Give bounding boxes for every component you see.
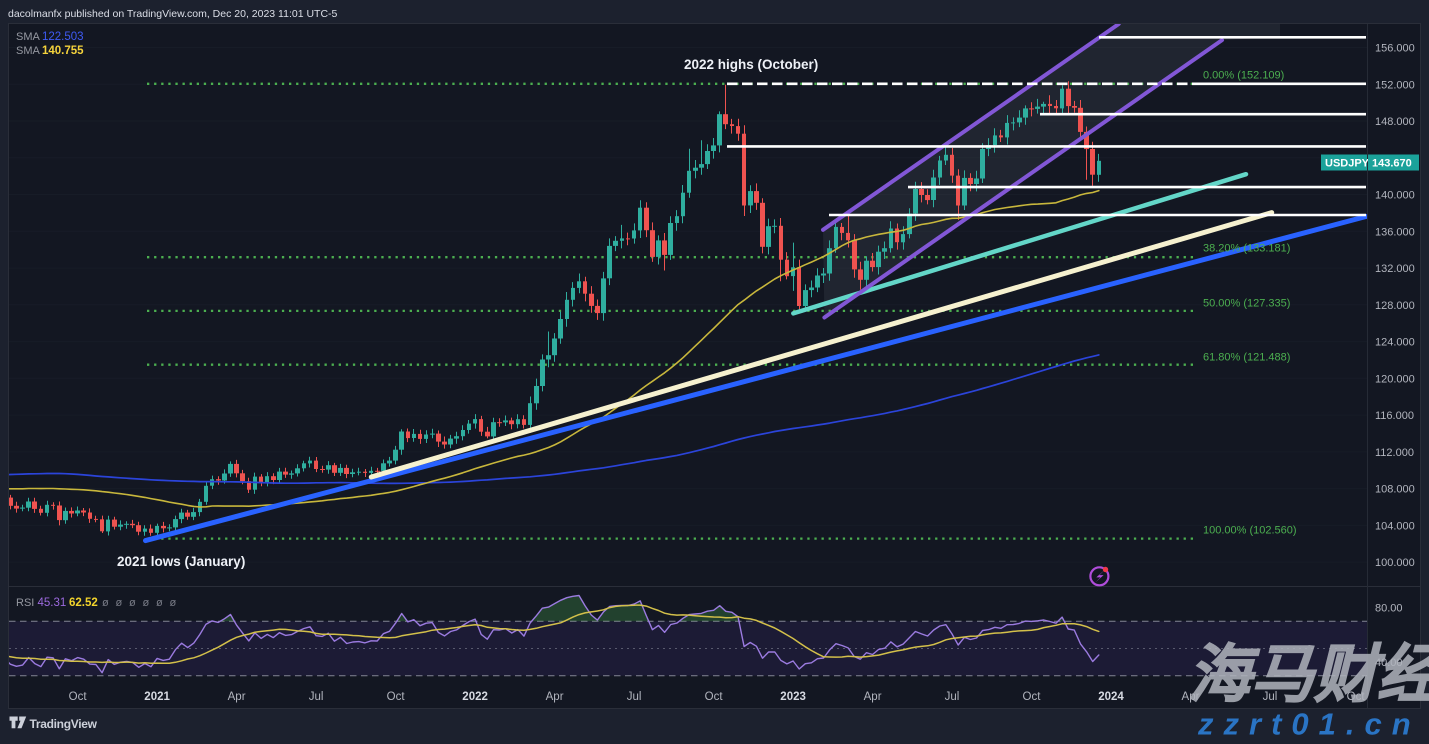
svg-text:100.00% (102.560): 100.00% (102.560)	[1203, 525, 1297, 537]
svg-text:Jul: Jul	[309, 691, 324, 703]
svg-text:2022: 2022	[462, 691, 488, 703]
svg-text:40.00: 40.00	[1375, 657, 1403, 669]
svg-text:140.000: 140.000	[1375, 190, 1415, 202]
svg-text:2022 highs (October): 2022 highs (October)	[684, 57, 818, 72]
svg-text:143.670: 143.670	[1372, 158, 1412, 170]
svg-text:ø: ø	[116, 597, 123, 609]
svg-text:ø: ø	[102, 597, 109, 609]
svg-text:SMA: SMA	[16, 45, 41, 57]
svg-text:Oct: Oct	[705, 691, 724, 703]
svg-text:海马财经: 海马财经	[1188, 640, 1429, 710]
svg-text:132.000: 132.000	[1375, 263, 1415, 275]
svg-text:122.503: 122.503	[42, 31, 84, 43]
svg-text:2024: 2024	[1098, 691, 1124, 703]
svg-text:156.000: 156.000	[1375, 43, 1415, 55]
svg-text:148.000: 148.000	[1375, 116, 1415, 128]
svg-text:ø: ø	[156, 597, 163, 609]
svg-text:Apr: Apr	[546, 691, 564, 703]
svg-text:124.000: 124.000	[1375, 337, 1415, 349]
svg-text:dacolmanfx published on Tradin: dacolmanfx published on TradingView.com,…	[8, 8, 338, 20]
svg-text:ø: ø	[170, 597, 177, 609]
svg-text:112.000: 112.000	[1375, 447, 1414, 459]
svg-text:SMA: SMA	[16, 31, 41, 43]
svg-text:120.000: 120.000	[1375, 373, 1415, 385]
svg-text:108.000: 108.000	[1375, 484, 1415, 496]
svg-text:TradingView: TradingView	[30, 717, 98, 731]
svg-text:116.000: 116.000	[1375, 410, 1414, 422]
svg-text:128.000: 128.000	[1375, 300, 1415, 312]
svg-text:RSI: RSI	[16, 597, 34, 609]
svg-text:45.31: 45.31	[38, 597, 67, 609]
svg-text:2021: 2021	[144, 691, 170, 703]
svg-text:Oct: Oct	[1347, 691, 1366, 703]
svg-text:ø: ø	[129, 597, 136, 609]
svg-text:61.80% (121.488): 61.80% (121.488)	[1203, 352, 1290, 364]
svg-text:Apr: Apr	[228, 691, 246, 703]
svg-text:0.00% (152.109): 0.00% (152.109)	[1203, 70, 1284, 82]
svg-text:140.755: 140.755	[42, 45, 84, 57]
svg-text:50.00% (127.335): 50.00% (127.335)	[1203, 298, 1290, 310]
svg-text:zzrt01.cn: zzrt01.cn	[1197, 707, 1421, 740]
svg-text:80.00: 80.00	[1375, 603, 1403, 615]
svg-text:Oct: Oct	[69, 691, 88, 703]
svg-text:136.000: 136.000	[1375, 226, 1415, 238]
svg-text:Jul: Jul	[945, 691, 960, 703]
svg-text:62.52: 62.52	[69, 597, 98, 609]
svg-text:Jul: Jul	[1263, 691, 1278, 703]
svg-text:104.000: 104.000	[1375, 520, 1415, 532]
svg-text:152.000: 152.000	[1375, 79, 1415, 91]
svg-text:USDJPY: USDJPY	[1325, 158, 1370, 170]
svg-text:ø: ø	[143, 597, 150, 609]
svg-text:Apr: Apr	[864, 691, 882, 703]
svg-text:100.000: 100.000	[1375, 557, 1415, 569]
svg-text:Apr: Apr	[1182, 691, 1200, 703]
svg-text:Oct: Oct	[1023, 691, 1042, 703]
svg-text:Oct: Oct	[387, 691, 406, 703]
svg-text:38.20% (133.181): 38.20% (133.181)	[1203, 243, 1290, 255]
svg-text:2023: 2023	[780, 691, 806, 703]
svg-text:2021 lows (January): 2021 lows (January)	[117, 554, 245, 569]
svg-text:Jul: Jul	[627, 691, 642, 703]
